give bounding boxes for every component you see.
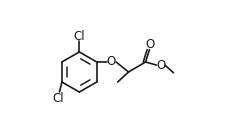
Text: Cl: Cl: [52, 92, 64, 105]
Text: Cl: Cl: [74, 30, 85, 43]
Text: O: O: [107, 55, 116, 68]
Text: O: O: [156, 59, 166, 72]
Text: O: O: [146, 38, 155, 51]
